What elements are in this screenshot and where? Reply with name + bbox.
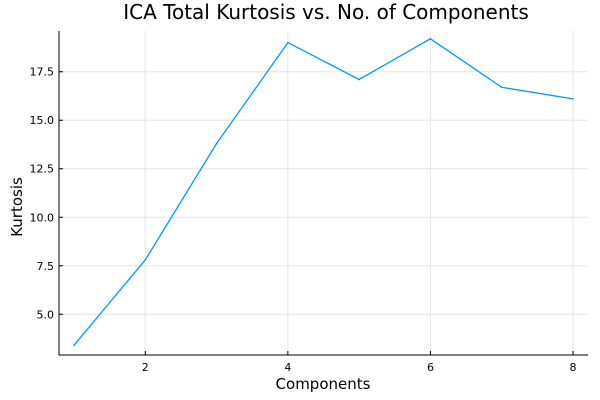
y-tick-label-3: 12.5 — [30, 163, 55, 176]
x-tick-labels: 2 4 6 8 — [142, 351, 577, 374]
x-tick-label-2: 6 — [427, 361, 434, 374]
x-tick-label-1: 4 — [284, 361, 291, 374]
series-line-0 — [73, 38, 574, 346]
x-axis-label: Components — [276, 375, 371, 393]
data-point-0-2 — [215, 142, 218, 145]
y-tick-label-5: 17.5 — [30, 66, 55, 79]
grid-lines — [59, 31, 588, 355]
data-point-0-7 — [572, 98, 574, 100]
y-tick-label-0: 5.0 — [37, 308, 55, 321]
x-tick-label-0: 2 — [142, 361, 149, 374]
chart-title: ICA Total Kurtosis vs. No. of Components — [123, 0, 529, 24]
data-point-0-5 — [429, 37, 432, 40]
data-point-0-6 — [500, 86, 503, 89]
y-tick-labels: 5.0 7.5 10.0 12.5 15.0 17.5 — [30, 66, 63, 321]
data-point-0-4 — [358, 78, 360, 81]
data-point-0-1 — [144, 259, 147, 261]
y-axis-label: Kurtosis — [8, 177, 26, 237]
x-tick-label-3: 8 — [570, 361, 577, 374]
data-point-0-0 — [73, 344, 75, 347]
series-group — [73, 37, 574, 347]
y-tick-label-4: 15.0 — [30, 114, 55, 127]
y-tick-label-1: 7.5 — [37, 260, 55, 273]
data-point-0-3 — [287, 41, 289, 44]
y-tick-label-2: 10.0 — [30, 211, 55, 224]
